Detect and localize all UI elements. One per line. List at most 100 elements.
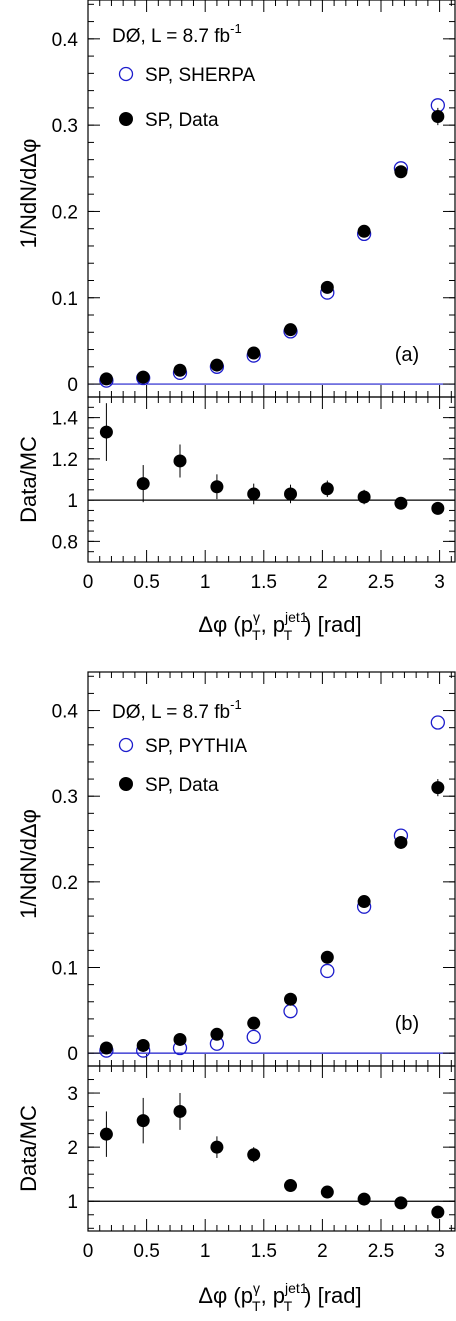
top-frame (87, 671, 456, 1067)
x-tick-label: 0.5 (133, 1241, 159, 1262)
data-point (247, 346, 261, 360)
x-axis-title-part: jet1 (284, 1280, 308, 1296)
ratio-point (284, 487, 298, 501)
x-axis-title: Δφ (pγ T, pjet1 T) [rad] (198, 609, 361, 643)
ratio-point (136, 1114, 150, 1128)
experiment-label-text: DØ, L = 8.7 fb (112, 702, 230, 723)
data-point (136, 370, 150, 384)
x-tick-label: 2.5 (368, 572, 394, 593)
x-tick-label: 3 (434, 572, 445, 593)
data-point (394, 835, 408, 849)
x-axis-title-part: ) [rad] (304, 1283, 361, 1308)
x-tick-label: 1 (200, 1241, 211, 1262)
x-tick-label: 1 (200, 572, 211, 593)
ratio-y-tick-label: 0.8 (52, 532, 78, 553)
ratio-frame (87, 1065, 456, 1232)
ratio-point (99, 425, 113, 439)
y-tick-label: 0.4 (52, 702, 79, 723)
top-frame (87, 0, 456, 398)
data-point (284, 992, 298, 1006)
panel-label: (a) (395, 344, 419, 366)
chart-panel: 0 0.1 0.2 0.3 0.4 1 2 3 0 0.5 1 1.5 2 2.5 3 1/NdN/dΔφ Da… (16, 671, 456, 1314)
ratio-point (320, 482, 334, 496)
experiment-label: DØ, L = 8.7 fb-1 (112, 21, 242, 47)
y-tick-label: 0 (67, 1044, 78, 1065)
x-axis-title-part: , p (261, 612, 285, 637)
sim-point (246, 1029, 261, 1045)
data-point (394, 165, 408, 179)
data-point (173, 1032, 187, 1046)
sim-point (320, 963, 335, 979)
x-axis-title-part: Δφ (p (198, 1283, 253, 1308)
y-tick-label: 0.3 (52, 116, 78, 137)
x-tick-label: 2 (317, 1241, 328, 1262)
data-point (99, 1041, 113, 1055)
x-tick-label: 0 (83, 572, 94, 593)
y-axis-title: 1/NdN/dΔφ (16, 139, 41, 249)
x-axis-title-part: T (252, 627, 261, 643)
data-point (99, 372, 113, 386)
y-tick-label: 0.1 (52, 289, 78, 310)
panel-label: (b) (395, 1013, 419, 1035)
x-tick-label: 1.5 (251, 572, 277, 593)
data-point (173, 363, 187, 377)
ratio-y-tick-label: 2 (67, 1138, 78, 1159)
legend-marker-filled (119, 112, 133, 126)
x-axis-title-part: Δφ (p (198, 612, 253, 637)
legend-label: SP, Data (145, 110, 219, 131)
x-axis-title-part: γ (253, 1280, 260, 1296)
ratio-point (394, 1196, 408, 1210)
x-axis-title-part: γ (253, 609, 260, 625)
data-point (210, 358, 224, 372)
legend-label: SP, SHERPA (145, 65, 256, 86)
ratio-point (247, 1148, 261, 1162)
sim-point (430, 715, 445, 730)
experiment-label-exp: -1 (230, 697, 242, 712)
ratio-point (99, 1127, 113, 1141)
x-tick-label: 0.5 (133, 572, 159, 593)
x-axis-title: Δφ (pγ T, pjet1 T) [rad] (198, 1280, 361, 1314)
ratio-y-tick-label: 1.4 (52, 409, 79, 430)
data-point (210, 1027, 224, 1041)
ratio-point (136, 477, 150, 491)
ratio-point (431, 1205, 445, 1219)
ratio-y-tick-label: 3 (67, 1084, 78, 1105)
x-tick-label: 1.5 (251, 1241, 277, 1262)
ratio-y-axis-title: Data/MC (16, 436, 41, 523)
ratio-point (173, 1104, 187, 1118)
legend-label: SP, Data (145, 775, 219, 796)
x-axis-title-part: T (252, 1298, 261, 1314)
ratio-point (284, 1179, 298, 1193)
ratio-y-tick-label: 1 (67, 1192, 78, 1213)
data-point (284, 323, 298, 337)
data-point (431, 781, 445, 795)
y-tick-label: 0.2 (52, 873, 78, 894)
ratio-point (357, 1192, 371, 1206)
legend-marker-open (118, 66, 134, 82)
x-axis-title-part: ) [rad] (304, 612, 361, 637)
x-axis-title-part: jet1 (284, 609, 308, 625)
ratio-point (210, 480, 224, 494)
x-axis-title-part: T (284, 1298, 293, 1314)
ratio-y-tick-label: 1.2 (52, 450, 78, 471)
ratio-y-tick-label: 1 (67, 491, 78, 512)
data-point (136, 1038, 150, 1052)
ratio-point (431, 501, 445, 515)
chart-panel: 0 0.1 0.2 0.3 0.4 0.8 1 1.2 1.4 0 0.5 1 1.5 2 2.5 3 1/Nd… (16, 0, 456, 643)
legend-marker-open (118, 737, 134, 753)
y-tick-label: 0.2 (52, 202, 78, 223)
x-tick-label: 3 (434, 1241, 445, 1262)
legend-marker-filled (119, 777, 133, 791)
experiment-label-exp: -1 (230, 21, 242, 36)
data-point (320, 280, 334, 294)
ratio-point (247, 487, 261, 501)
ratio-point (173, 454, 187, 468)
data-point (320, 950, 334, 964)
y-tick-label: 0.4 (52, 30, 79, 51)
ratio-y-axis-title: Data/MC (16, 1105, 41, 1192)
data-point (357, 895, 371, 909)
x-axis-title-part: T (284, 627, 293, 643)
experiment-label-text: DØ, L = 8.7 fb (112, 26, 230, 47)
ratio-point (320, 1185, 334, 1199)
